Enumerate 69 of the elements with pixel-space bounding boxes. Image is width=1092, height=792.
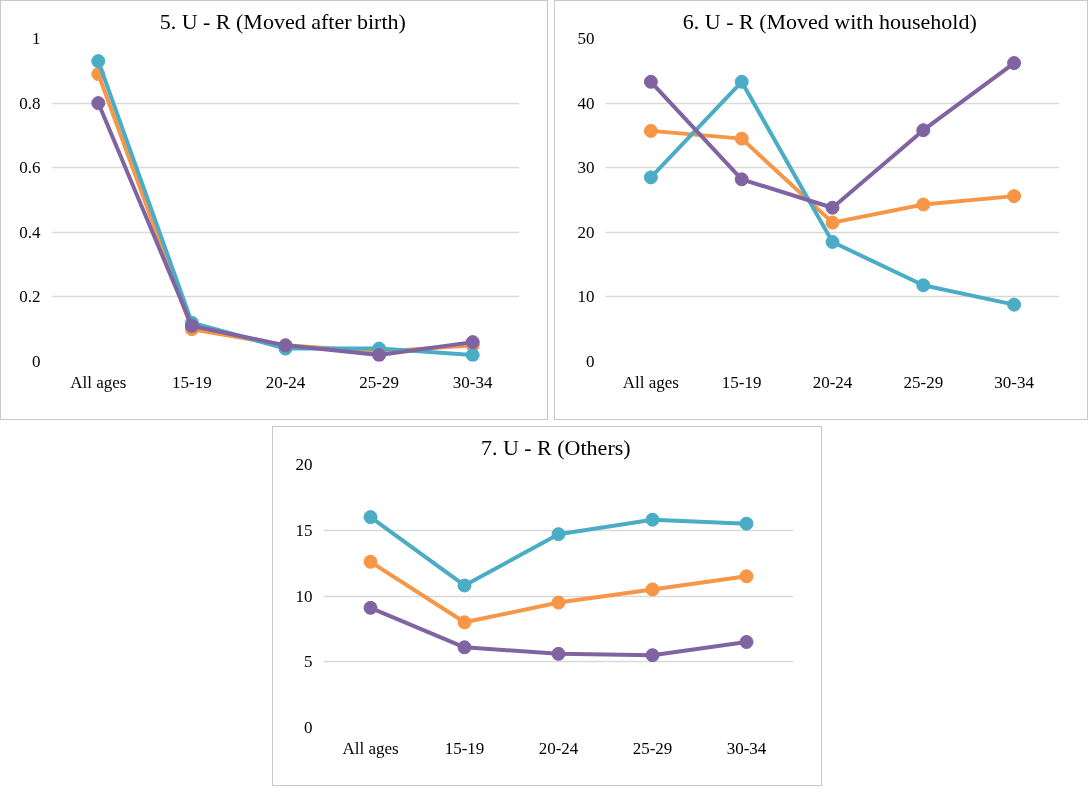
y-tick-label: 0.8 (19, 93, 41, 113)
x-tick-label: 20-24 (812, 372, 853, 392)
point (734, 172, 749, 187)
point (645, 648, 660, 663)
point (1007, 56, 1022, 71)
y-tick-label: 30 (577, 158, 595, 178)
point (645, 512, 660, 527)
y-tick-label: 0.6 (19, 158, 41, 178)
point (91, 96, 106, 111)
y-tick-label: 20 (295, 455, 313, 474)
point (457, 640, 472, 655)
x-tick-label: 25-29 (903, 372, 944, 392)
point (739, 635, 754, 650)
point (734, 74, 749, 89)
point (363, 554, 378, 569)
x-tick-label: 30-34 (452, 372, 494, 392)
point (551, 595, 566, 610)
x-tick-label: 20-24 (538, 738, 579, 758)
y-tick-label: 50 (577, 29, 595, 48)
x-tick-label: All ages (70, 372, 127, 392)
point (645, 582, 660, 597)
point (91, 54, 106, 69)
point (825, 235, 840, 249)
point (734, 131, 749, 146)
x-tick-label: 25-29 (359, 372, 399, 392)
point (916, 197, 931, 212)
x-tick-label: All ages (622, 372, 679, 392)
y-tick-label: 0 (304, 718, 313, 737)
y-tick-label: 10 (295, 586, 313, 606)
y-tick-label: 15 (295, 520, 313, 540)
chart-title: 7. U - R (Others) (480, 434, 631, 460)
y-tick-label: 20 (577, 222, 595, 242)
chart-title: 6. U - R (Moved with household) (682, 8, 977, 34)
point (643, 74, 658, 89)
x-tick-label: 25-29 (632, 738, 673, 758)
point (363, 600, 378, 615)
point (825, 215, 840, 230)
point (1007, 297, 1022, 312)
point (551, 646, 566, 661)
chart-title: 5. U - R (Moved after birth) (159, 8, 406, 34)
y-tick-label: 0 (32, 352, 41, 371)
y-tick-label: 10 (577, 287, 595, 307)
x-tick-label: All ages (342, 738, 399, 758)
x-tick-label: 30-34 (726, 738, 767, 758)
y-tick-label: 0.4 (19, 222, 41, 242)
y-tick-label: 0.2 (19, 287, 41, 307)
point (465, 348, 480, 362)
x-tick-label: 30-34 (994, 372, 1035, 392)
point (739, 569, 754, 584)
point (916, 123, 931, 138)
point (825, 200, 840, 215)
x-tick-label: 15-19 (172, 372, 212, 392)
point (739, 516, 754, 531)
x-tick-label: 15-19 (721, 372, 762, 392)
y-tick-label: 0 (586, 352, 595, 371)
point (372, 348, 387, 362)
point (551, 527, 566, 542)
point (643, 123, 658, 138)
x-tick-label: 20-24 (265, 372, 306, 392)
x-tick-label: 15-19 (444, 738, 485, 758)
point (457, 578, 472, 593)
y-tick-label: 5 (304, 652, 313, 672)
point (1007, 189, 1022, 204)
point (363, 510, 378, 525)
y-tick-label: 1 (32, 29, 41, 48)
y-tick-label: 40 (577, 93, 595, 113)
point (457, 615, 472, 630)
point (643, 170, 658, 185)
point (916, 278, 931, 293)
